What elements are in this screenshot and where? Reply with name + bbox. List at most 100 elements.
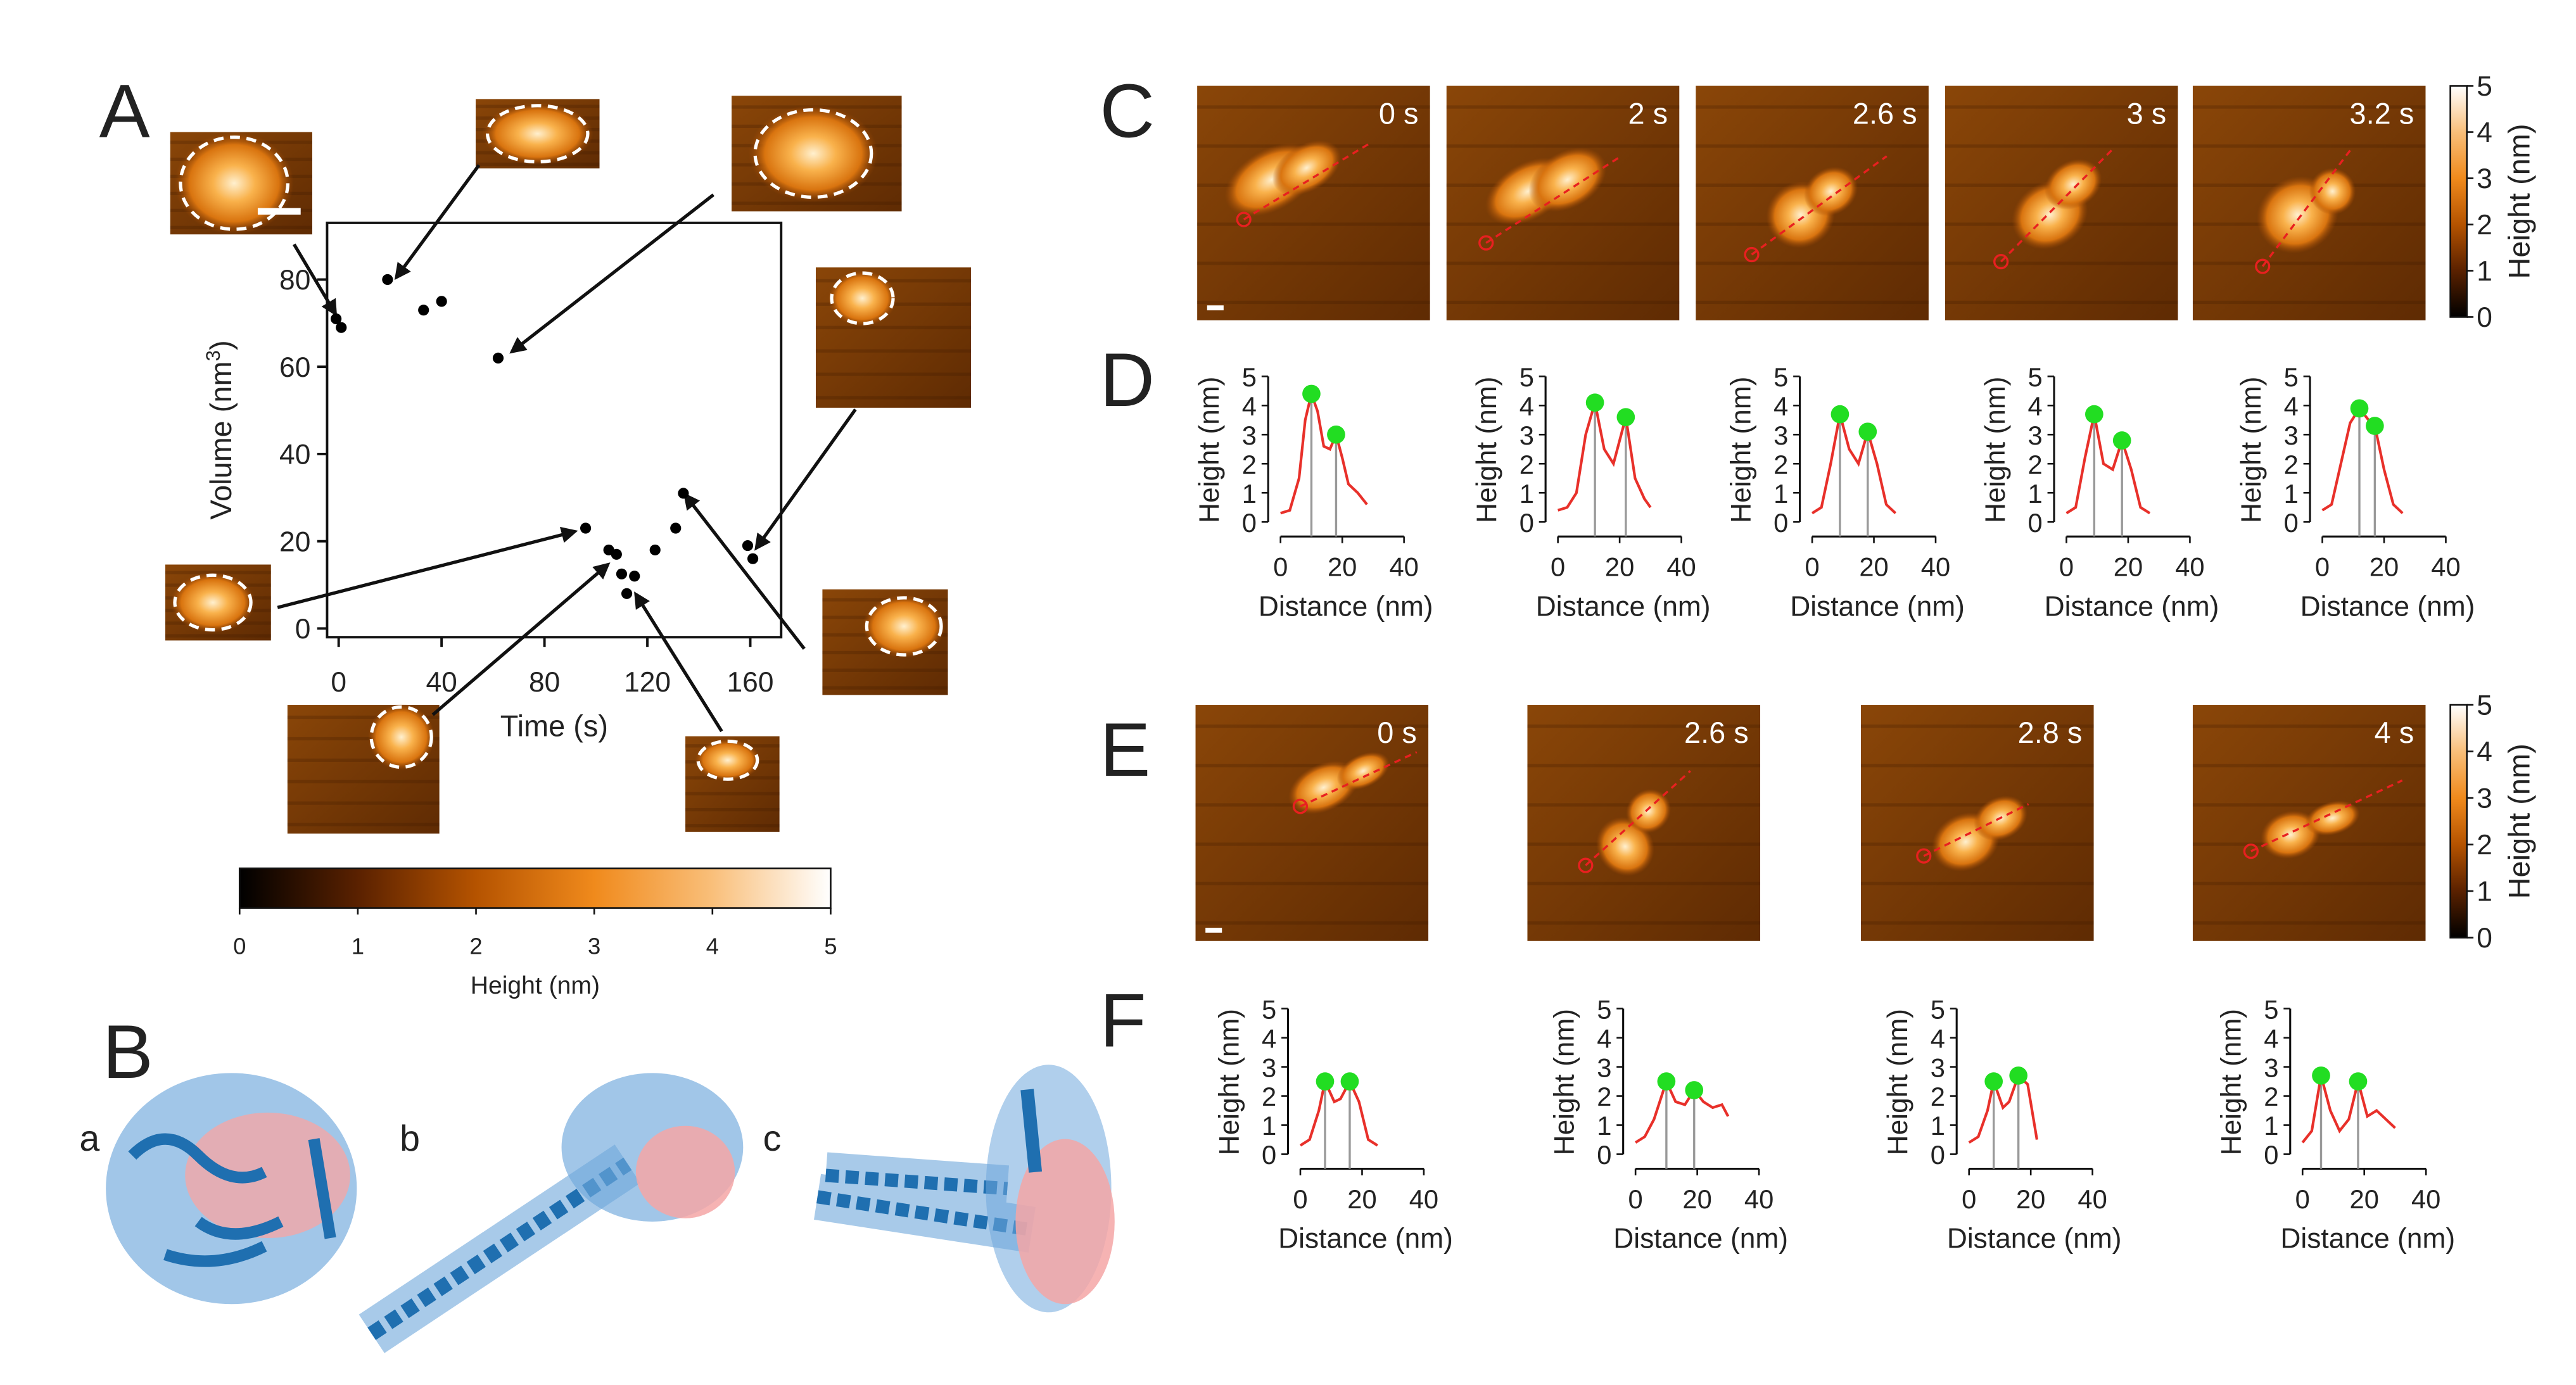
- colorbar-tick-label: 3: [2477, 163, 2492, 194]
- y-tick-label: 0: [1773, 508, 1788, 538]
- y-tick-label: 5: [1262, 994, 1276, 1024]
- image-blob: [748, 104, 878, 203]
- dashed-outline: [369, 705, 433, 769]
- profile-path: [1751, 155, 1888, 256]
- y-tick-label: 1: [1242, 479, 1257, 509]
- image-noise: [2192, 921, 2426, 925]
- colorbar-tick-label: 4: [706, 933, 719, 959]
- image-noise: [2192, 105, 2426, 109]
- afm-image: [1446, 85, 1680, 320]
- peak-marker: [1616, 408, 1635, 427]
- x-tick-label: 40: [2078, 1184, 2107, 1214]
- x-tick-label: 0: [331, 667, 346, 698]
- time-label: 0 s: [1379, 98, 1419, 130]
- dashed-outline: [753, 108, 873, 199]
- image-blob: [2305, 800, 2360, 836]
- peak-marker: [1585, 393, 1604, 412]
- colorbar-tick-label: 1: [2477, 876, 2492, 908]
- image-noise: [1195, 921, 1429, 925]
- x-axis-label: Distance (nm): [1278, 1224, 1453, 1255]
- data-point: [580, 522, 592, 534]
- afm-image: [685, 736, 780, 832]
- profile-start: [1236, 212, 1252, 227]
- y-tick-label: 4: [2028, 391, 2043, 421]
- time-label: 2.6 s: [1853, 98, 1917, 130]
- y-tick-label: 4: [1520, 391, 1534, 421]
- image-noise: [1696, 144, 1929, 148]
- y-tick-label: 4: [1262, 1023, 1276, 1053]
- x-tick-label: 20: [1328, 552, 1357, 582]
- time-label: 2.8 s: [2018, 716, 2083, 749]
- x-tick-label: 20: [2370, 552, 2399, 582]
- y-tick-label: 3: [2264, 1053, 2278, 1082]
- data-point: [611, 548, 622, 560]
- time-label: 3.2 s: [2350, 98, 2414, 130]
- colorbar-tick-label: 2: [2477, 830, 2492, 861]
- peak-marker: [1316, 1072, 1335, 1091]
- image-noise: [822, 668, 948, 672]
- y-tick-label: 3: [1597, 1053, 1611, 1082]
- panel-label: C: [1100, 68, 1155, 153]
- y-tick-label: 1: [1773, 479, 1788, 509]
- structure-label: b: [400, 1118, 420, 1159]
- colorbar-tick-label: 5: [2477, 690, 2492, 721]
- profile-line: [1280, 389, 1368, 515]
- y-tick-label: 2: [1242, 450, 1257, 479]
- profile-line: [1968, 1073, 2038, 1144]
- afm-image: [287, 704, 440, 834]
- image-noise: [1861, 764, 2094, 768]
- image-noise: [1945, 144, 2178, 148]
- image-noise: [1197, 105, 1430, 109]
- time-label: 3 s: [2127, 98, 2167, 130]
- y-axis-label: Height (nm): [1725, 377, 1756, 523]
- image-blob: [2309, 168, 2356, 215]
- x-tick-label: 0: [2295, 1184, 2310, 1214]
- profile-start: [1916, 848, 1932, 864]
- arrow: [431, 562, 611, 716]
- image-noise: [1527, 921, 1761, 925]
- data-point: [649, 544, 661, 556]
- image-noise: [2192, 144, 2426, 148]
- y-tick-label: 0: [2028, 508, 2043, 538]
- panel-label: D: [1100, 338, 1155, 422]
- profile-start: [2243, 844, 2259, 859]
- peak-marker: [2085, 405, 2103, 424]
- image-noise: [822, 686, 948, 690]
- panel-label: E: [1100, 707, 1150, 792]
- y-axis-label: Volume (nm3): [202, 340, 238, 519]
- image-noise: [1527, 764, 1761, 768]
- colorbar-label: Height (nm): [2503, 743, 2536, 899]
- profile-path: [1485, 155, 1622, 244]
- profile-start: [1478, 235, 1494, 251]
- image-noise: [1197, 222, 1430, 226]
- image-noise: [815, 326, 972, 329]
- image-noise: [1861, 724, 2094, 728]
- y-tick-label: 2: [1520, 450, 1534, 479]
- dashed-outline: [696, 739, 759, 781]
- data-point: [336, 322, 347, 333]
- afm-image: [1945, 85, 2178, 320]
- image-noise: [287, 737, 440, 741]
- x-tick-label: 40: [1389, 552, 1418, 582]
- image-blob: [367, 704, 435, 771]
- y-tick-label: 2: [1931, 1082, 1945, 1111]
- image-blob: [1336, 752, 1390, 790]
- peak-marker: [1340, 1072, 1359, 1091]
- peak-marker: [1685, 1081, 1704, 1099]
- data-point: [670, 522, 682, 534]
- image-noise: [1527, 882, 1761, 885]
- profile-start: [1292, 799, 1309, 814]
- x-tick-label: 0: [1551, 552, 1565, 582]
- y-tick-label: 4: [2284, 391, 2299, 421]
- time-label: 0 s: [1377, 716, 1417, 749]
- peak-marker: [2009, 1066, 2028, 1085]
- image-noise: [815, 396, 972, 400]
- image-noise: [1195, 724, 1429, 728]
- y-tick-label: 1: [1262, 1111, 1276, 1141]
- image-blob: [1528, 147, 1607, 212]
- data-point: [629, 571, 640, 582]
- x-tick-label: 0: [2315, 552, 2330, 582]
- y-tick-label: 0: [2284, 508, 2299, 538]
- x-tick-label: 20: [2350, 1184, 2379, 1214]
- profile-start: [1993, 254, 2009, 270]
